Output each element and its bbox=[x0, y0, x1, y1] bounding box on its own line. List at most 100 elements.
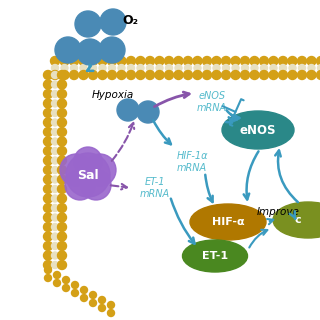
Circle shape bbox=[155, 70, 164, 79]
Circle shape bbox=[90, 65, 97, 71]
Circle shape bbox=[69, 57, 78, 66]
Circle shape bbox=[308, 65, 315, 71]
Circle shape bbox=[58, 260, 67, 269]
Circle shape bbox=[58, 165, 67, 174]
Circle shape bbox=[44, 232, 52, 241]
Circle shape bbox=[58, 156, 67, 165]
Circle shape bbox=[98, 70, 107, 79]
Circle shape bbox=[79, 70, 88, 79]
Circle shape bbox=[52, 233, 59, 240]
Circle shape bbox=[117, 99, 139, 121]
Circle shape bbox=[212, 70, 221, 79]
Circle shape bbox=[279, 65, 286, 71]
Text: eNOS
mRNA: eNOS mRNA bbox=[197, 91, 227, 113]
Circle shape bbox=[69, 70, 78, 79]
Circle shape bbox=[299, 65, 306, 71]
Circle shape bbox=[307, 57, 316, 66]
Circle shape bbox=[193, 57, 202, 66]
Circle shape bbox=[52, 243, 59, 250]
Circle shape bbox=[307, 70, 316, 79]
Circle shape bbox=[60, 57, 69, 66]
Circle shape bbox=[241, 70, 250, 79]
Circle shape bbox=[289, 65, 296, 71]
Text: eNOS: eNOS bbox=[240, 124, 276, 137]
Circle shape bbox=[108, 65, 116, 71]
Circle shape bbox=[89, 70, 98, 79]
Circle shape bbox=[58, 213, 67, 222]
Circle shape bbox=[58, 185, 67, 194]
Circle shape bbox=[60, 154, 92, 186]
Circle shape bbox=[44, 99, 52, 108]
Circle shape bbox=[58, 232, 67, 241]
Circle shape bbox=[99, 65, 106, 71]
Circle shape bbox=[52, 81, 59, 88]
Circle shape bbox=[52, 148, 59, 155]
Circle shape bbox=[44, 175, 52, 184]
Circle shape bbox=[84, 154, 116, 186]
Circle shape bbox=[53, 271, 60, 278]
Circle shape bbox=[44, 118, 52, 127]
Circle shape bbox=[221, 70, 230, 79]
Circle shape bbox=[58, 70, 67, 79]
Circle shape bbox=[174, 70, 183, 79]
Circle shape bbox=[260, 57, 268, 66]
Circle shape bbox=[100, 9, 126, 35]
Ellipse shape bbox=[182, 240, 247, 272]
Circle shape bbox=[58, 80, 67, 89]
Circle shape bbox=[44, 70, 52, 79]
Circle shape bbox=[185, 65, 191, 71]
Circle shape bbox=[222, 65, 229, 71]
Circle shape bbox=[298, 57, 307, 66]
Circle shape bbox=[174, 57, 183, 66]
Circle shape bbox=[58, 118, 67, 127]
Circle shape bbox=[81, 170, 111, 200]
Circle shape bbox=[231, 70, 240, 79]
Circle shape bbox=[193, 70, 202, 79]
Circle shape bbox=[52, 195, 59, 202]
Circle shape bbox=[52, 71, 59, 78]
Circle shape bbox=[99, 37, 125, 63]
Circle shape bbox=[317, 65, 320, 71]
Circle shape bbox=[58, 127, 67, 137]
Circle shape bbox=[81, 294, 87, 301]
Circle shape bbox=[242, 65, 249, 71]
Circle shape bbox=[52, 223, 59, 230]
Circle shape bbox=[44, 242, 52, 251]
Circle shape bbox=[98, 57, 107, 66]
Circle shape bbox=[71, 282, 78, 289]
Circle shape bbox=[58, 194, 67, 203]
Circle shape bbox=[52, 119, 59, 126]
Circle shape bbox=[44, 260, 52, 269]
Circle shape bbox=[90, 292, 97, 299]
Circle shape bbox=[58, 99, 67, 108]
Circle shape bbox=[65, 170, 95, 200]
Circle shape bbox=[51, 70, 60, 79]
Circle shape bbox=[52, 261, 59, 268]
Circle shape bbox=[52, 129, 59, 135]
Circle shape bbox=[147, 65, 154, 71]
Circle shape bbox=[99, 297, 106, 303]
Circle shape bbox=[99, 305, 106, 311]
Circle shape bbox=[175, 65, 182, 71]
Circle shape bbox=[44, 156, 52, 165]
Circle shape bbox=[136, 57, 145, 66]
Circle shape bbox=[62, 276, 69, 284]
Text: O₂: O₂ bbox=[122, 13, 138, 27]
Circle shape bbox=[53, 279, 60, 286]
Circle shape bbox=[278, 70, 287, 79]
Circle shape bbox=[52, 214, 59, 221]
Circle shape bbox=[58, 147, 67, 156]
Circle shape bbox=[127, 65, 134, 71]
Circle shape bbox=[269, 57, 278, 66]
Circle shape bbox=[250, 70, 259, 79]
Circle shape bbox=[44, 185, 52, 194]
Text: HIF-α: HIF-α bbox=[212, 217, 244, 227]
Text: ET-1
mRNA: ET-1 mRNA bbox=[140, 177, 170, 199]
Text: Improve: Improve bbox=[257, 207, 300, 217]
Text: Sal: Sal bbox=[77, 169, 99, 181]
Circle shape bbox=[58, 242, 67, 251]
Circle shape bbox=[146, 70, 155, 79]
Circle shape bbox=[194, 65, 201, 71]
Circle shape bbox=[44, 213, 52, 222]
Circle shape bbox=[58, 175, 67, 184]
